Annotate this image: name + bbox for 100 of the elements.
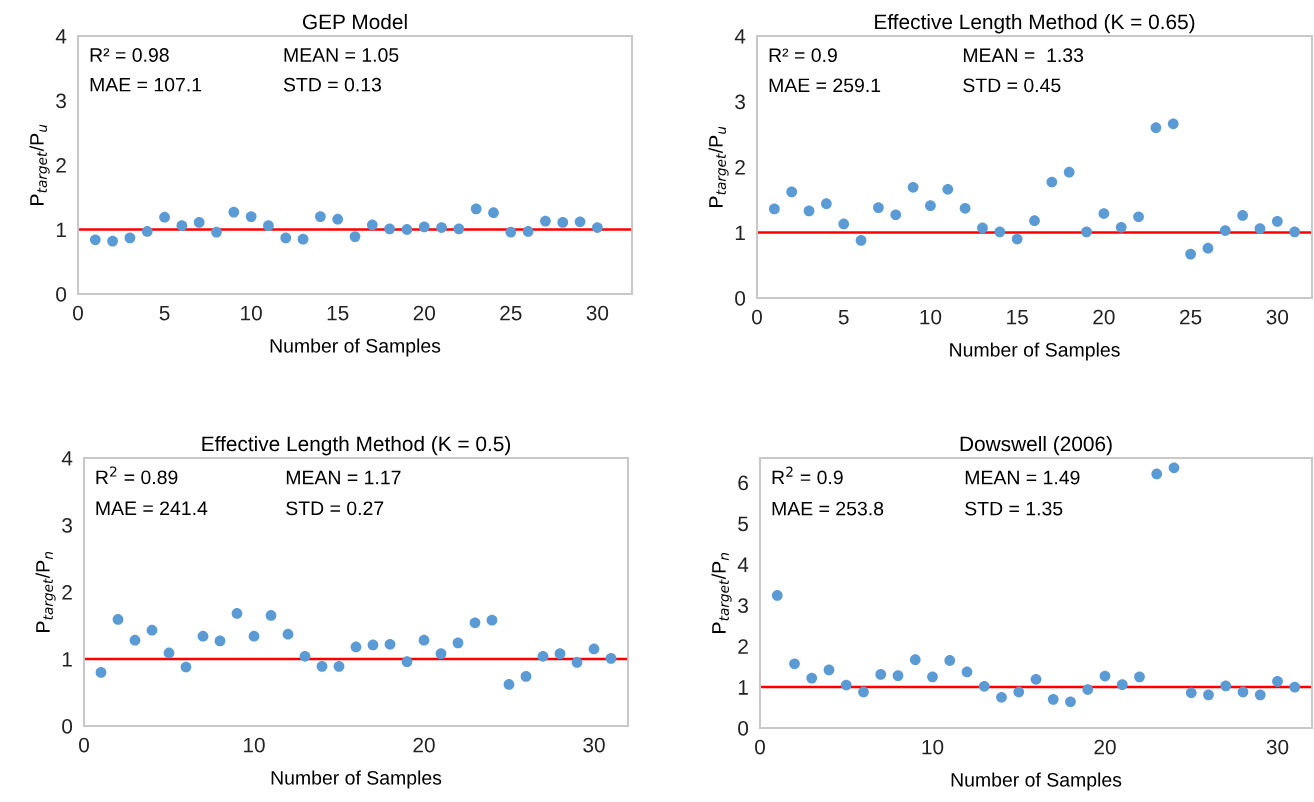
point — [977, 222, 988, 234]
point — [821, 198, 832, 210]
point — [522, 226, 534, 237]
point — [520, 671, 532, 682]
point — [1030, 673, 1042, 685]
y-tick-label: 4 — [55, 29, 67, 44]
x-tick-label: 0 — [755, 739, 765, 755]
point — [1081, 226, 1092, 238]
chart-title: Effective Length Method (K = 0.5) — [202, 435, 511, 456]
point — [452, 637, 464, 649]
point — [1029, 215, 1040, 227]
point — [332, 213, 344, 225]
x-tick-label: 5 — [159, 305, 170, 321]
point — [505, 226, 517, 238]
point — [1167, 118, 1179, 130]
point — [786, 186, 798, 198]
y-axis-title: P$_{target}$/P$_{n}$ — [711, 552, 732, 633]
x-axis-title: Number of Samples — [951, 772, 1122, 791]
point — [978, 680, 990, 692]
y-tick-label: 3 — [735, 94, 745, 110]
point — [875, 669, 887, 680]
point — [858, 686, 869, 698]
point — [959, 202, 971, 214]
point — [996, 691, 1007, 703]
point — [1271, 215, 1283, 227]
point — [486, 614, 498, 626]
point — [129, 634, 141, 646]
point — [124, 232, 136, 244]
point — [211, 226, 222, 238]
point — [557, 217, 569, 228]
y-tick-label: 0 — [735, 291, 746, 306]
point — [1289, 226, 1301, 238]
point — [282, 628, 294, 640]
point — [1134, 671, 1145, 683]
y-tick-label: 2 — [738, 639, 748, 654]
annotation: MEAN = 1.05 — [284, 48, 399, 62]
point — [297, 233, 309, 245]
annotation: MAE = 259.1 — [769, 78, 881, 93]
point — [927, 671, 938, 683]
x-tick-label: 10 — [241, 305, 262, 321]
point — [1219, 225, 1231, 236]
x-tick-label: 20 — [413, 737, 435, 753]
point — [1151, 468, 1163, 480]
y-axis-title: P$_{target}$/P$_{n}$ — [35, 551, 56, 632]
point — [840, 679, 852, 691]
point — [435, 648, 447, 660]
point — [469, 617, 481, 629]
annotation: STD = 0.27 — [286, 501, 384, 516]
y-tick-label: 3 — [62, 518, 72, 533]
point — [1098, 208, 1110, 219]
point — [228, 206, 240, 218]
y-tick-label: 4 — [734, 29, 746, 44]
x-axis-title: Number of Samples — [270, 338, 441, 357]
point — [1115, 221, 1127, 233]
point — [384, 223, 395, 235]
point — [159, 211, 170, 223]
point — [107, 235, 118, 247]
x-tick-label: 5 — [838, 309, 849, 325]
y-tick-label: 2 — [735, 160, 745, 175]
x-tick-label: 15 — [327, 305, 349, 321]
point — [453, 223, 465, 235]
point — [95, 667, 107, 678]
x-axis-title: Number of Samples — [271, 770, 442, 789]
point — [401, 656, 413, 668]
annotation: R² = 0.9 — [769, 48, 837, 63]
x-tick-label: 30 — [586, 305, 609, 321]
point — [1272, 675, 1283, 687]
point — [384, 638, 396, 650]
y-tick-label: 2 — [62, 585, 72, 600]
x-tick-label: 10 — [920, 309, 942, 325]
point — [944, 655, 956, 666]
point — [280, 232, 292, 244]
annotation: R$^{2}$ = 0.89 — [96, 466, 178, 485]
point — [571, 656, 583, 668]
point — [146, 624, 158, 636]
x-tick-label: 30 — [1266, 739, 1289, 755]
annotation: MAE = 253.8 — [772, 501, 884, 516]
x-tick-label: 0 — [752, 309, 762, 325]
point — [141, 226, 153, 237]
annotation: MEAN = 1.49 — [965, 470, 1080, 485]
point — [892, 670, 904, 682]
point — [349, 231, 361, 242]
point — [299, 650, 311, 662]
point — [1011, 233, 1023, 245]
point — [592, 222, 603, 233]
point — [1013, 686, 1025, 698]
y-tick-label: 3 — [738, 598, 748, 614]
x-tick-label: 0 — [79, 737, 89, 753]
point — [588, 643, 600, 655]
x-tick-label: 20 — [413, 305, 436, 321]
point — [1237, 686, 1249, 698]
point — [231, 608, 243, 619]
annotation: R$^{2}$ = 0.9 — [772, 466, 843, 485]
point — [1203, 689, 1214, 701]
point — [925, 200, 936, 212]
y-tick-label: 1 — [62, 652, 72, 667]
annotation: MAE = 241.4 — [96, 501, 208, 515]
point — [789, 658, 800, 670]
point — [214, 635, 226, 647]
point — [89, 234, 101, 246]
